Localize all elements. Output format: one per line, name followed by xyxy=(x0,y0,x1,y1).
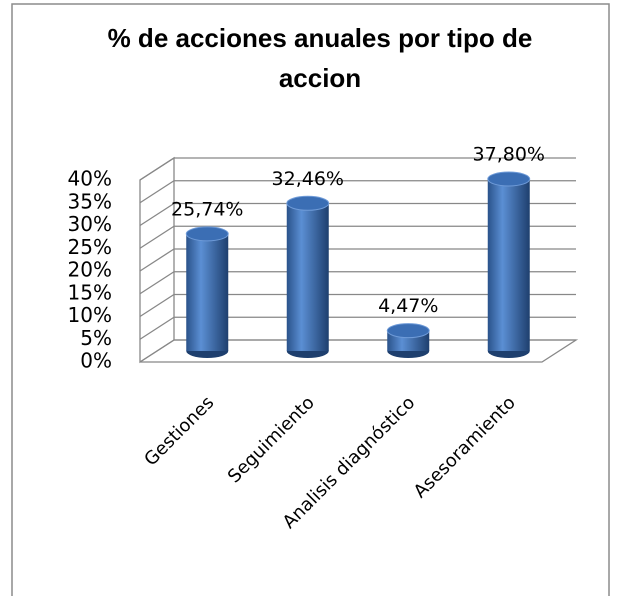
y-tick-label: 35% xyxy=(68,189,112,213)
y-tick-label: 0% xyxy=(80,349,112,373)
bar xyxy=(186,233,229,351)
chart-border xyxy=(11,3,610,596)
bar-top xyxy=(185,226,229,242)
x-tick-label: Asesoramiento xyxy=(410,392,520,502)
y-tick-label: 40% xyxy=(68,167,112,191)
grid-line xyxy=(139,248,576,272)
bar-top xyxy=(386,323,430,339)
bar-top xyxy=(487,171,531,187)
y-tick-label: 25% xyxy=(68,235,112,259)
bar-top xyxy=(286,195,330,211)
value-label: 37,80% xyxy=(473,144,545,166)
grid-line xyxy=(139,293,576,318)
bar xyxy=(286,203,329,351)
grid-line xyxy=(139,339,576,363)
y-tick-label: 20% xyxy=(68,258,112,282)
x-tick-label: Seguimiento xyxy=(224,392,319,487)
y-tick-label: 10% xyxy=(68,303,112,327)
grid-line xyxy=(139,202,576,227)
grid-line xyxy=(139,271,576,295)
y-tick-label: 5% xyxy=(80,326,112,350)
y-tick-label: 30% xyxy=(68,212,112,236)
value-label: 25,74% xyxy=(171,198,243,220)
grid-line xyxy=(139,316,576,340)
grid-line xyxy=(139,180,576,204)
value-label: 32,46% xyxy=(272,168,344,190)
value-label: 4,47% xyxy=(378,295,438,317)
bar xyxy=(487,179,530,351)
grid-line xyxy=(139,157,576,181)
y-tick-label: 15% xyxy=(68,280,112,304)
grid-line xyxy=(139,225,576,249)
x-tick-label: Gestiones xyxy=(140,392,218,470)
chart-title: % de acciones anuales por tipo de accion xyxy=(107,23,533,93)
